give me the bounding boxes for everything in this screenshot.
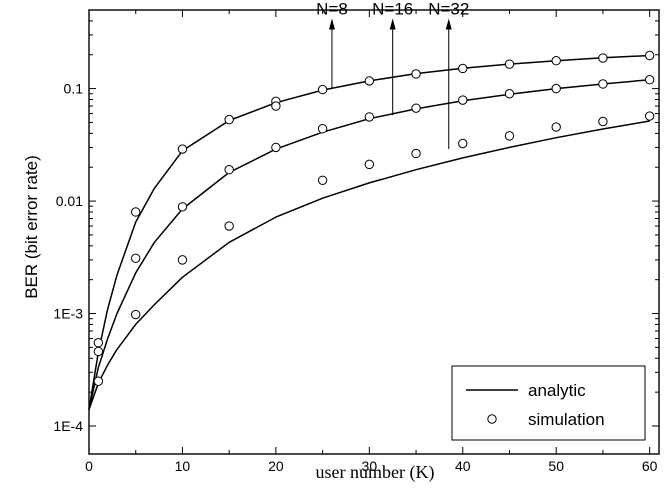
legend-circle-swatch: [487, 414, 497, 424]
y-tick-label: 0.01: [56, 193, 83, 209]
simulation-point: [317, 175, 328, 186]
simulation-point: [131, 309, 141, 320]
annotation-label: N=8: [316, 0, 348, 19]
simulation-point: [177, 144, 188, 154]
analytic-line-N=32: [88, 120, 650, 410]
simulation-point: [458, 63, 468, 74]
simulation-point: [131, 207, 141, 217]
simulation-point: [93, 338, 104, 348]
legend-box: [451, 365, 646, 441]
legend-label: simulation: [528, 410, 605, 429]
analytic-line-N=16: [88, 78, 650, 410]
simulation-point: [644, 50, 655, 61]
simulation-point: [458, 95, 468, 105]
simulation-point: [364, 159, 375, 170]
x-tick-label: 40: [455, 458, 471, 474]
annotation-label: N=16: [372, 0, 413, 19]
simulation-markers: [93, 50, 655, 386]
simulation-point: [598, 116, 608, 127]
simulation-point: [271, 101, 281, 111]
annotation-arrowhead: [389, 18, 396, 30]
y-tick-label: 1E-4: [53, 418, 83, 434]
y-tick-label: 1E-3: [53, 306, 83, 322]
simulation-point: [224, 165, 234, 175]
annotation-arrowhead: [445, 18, 452, 30]
simulation-point: [551, 83, 561, 94]
x-tick-label: 20: [268, 458, 284, 474]
simulation-point: [364, 112, 375, 122]
x-tick-label: 10: [175, 458, 191, 474]
simulation-point: [131, 253, 141, 263]
simulation-point: [644, 75, 655, 85]
simulation-point: [598, 53, 608, 63]
legend: analytic simulation: [451, 365, 646, 441]
legend-label: analytic: [528, 381, 586, 400]
simulation-point: [177, 202, 188, 212]
simulation-point: [504, 89, 515, 99]
simulation-point: [551, 122, 561, 132]
simulation-point: [93, 346, 104, 357]
simulation-point: [504, 59, 515, 69]
simulation-point: [411, 69, 421, 79]
x-axis-title: user number (K): [316, 462, 435, 483]
axes: 0 10 20 30 40 50 60 1E-4 1E-3 0.01 0.1: [53, 9, 660, 474]
analytic-line-N=8: [88, 54, 650, 410]
simulation-point: [224, 114, 234, 125]
simulation-point: [177, 255, 188, 265]
x-tick-label: 50: [548, 458, 564, 474]
annotations: N=8 N=16 N=32: [316, 0, 469, 150]
simulation-point: [411, 148, 421, 159]
y-tick-label: 0.1: [64, 81, 84, 97]
simulation-point: [317, 124, 328, 134]
simulation-point: [317, 84, 328, 95]
simulation-point: [93, 376, 104, 386]
simulation-point: [411, 103, 421, 113]
simulation-point: [504, 131, 515, 141]
simulation-point: [364, 76, 375, 86]
annotation-arrowhead: [328, 18, 335, 30]
simulation-point: [224, 221, 234, 231]
x-tick-label: 60: [642, 458, 658, 474]
simulation-point: [551, 56, 561, 66]
simulation-point: [598, 79, 608, 89]
x-tick-label: 0: [85, 458, 93, 474]
plot-frame: [88, 9, 660, 455]
simulation-point: [644, 111, 655, 121]
simulation-point: [458, 138, 468, 149]
x-tick-label: 30: [362, 458, 378, 474]
annotation-label: N=32: [428, 0, 469, 19]
simulation-point: [271, 142, 281, 153]
y-axis-title: BER (bit error rate): [22, 155, 41, 299]
analytic-curves: [88, 54, 650, 410]
